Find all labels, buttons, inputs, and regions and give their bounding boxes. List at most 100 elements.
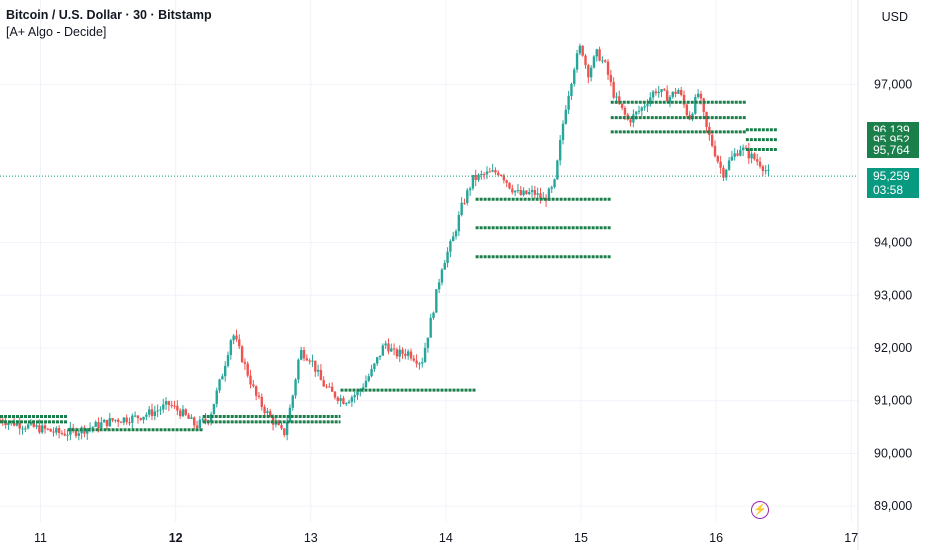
candle-body (429, 317, 432, 338)
y-tick-label: 97,000 (874, 77, 912, 91)
candle-body (77, 433, 81, 436)
candle-body (398, 349, 401, 357)
candle-body (497, 172, 500, 176)
candle-body (722, 167, 725, 178)
candle-body (18, 423, 21, 429)
candle-body (176, 405, 179, 411)
candle-body (680, 90, 683, 95)
candle-body (111, 418, 114, 421)
candle-body (373, 363, 376, 370)
candle-body (612, 81, 615, 98)
candle-body (494, 170, 497, 173)
candle-body (246, 363, 249, 376)
indicator-label[interactable]: [A+ Algo - Decide] (6, 25, 107, 39)
candle-body (696, 93, 700, 98)
candle-body (547, 188, 551, 201)
candle-body (105, 419, 109, 427)
candle-body (536, 193, 539, 195)
flash-icon[interactable]: ⚡ (751, 501, 769, 519)
candle-body (466, 190, 469, 203)
candle-body (10, 420, 13, 423)
candle-body (91, 426, 95, 428)
candle-body (629, 119, 632, 123)
candle-body (114, 419, 117, 421)
y-axis[interactable]: 89,000 90,000 91,000 92,000 93,000 94,000 97,0… (874, 77, 912, 513)
candle-body (558, 140, 562, 161)
candle-body (263, 406, 266, 414)
chart-title[interactable]: Bitcoin / U.S. Dollar · 30 · Bitstamp (6, 8, 212, 22)
candle-body (634, 111, 638, 115)
candle-body (758, 161, 762, 167)
candle-body (342, 398, 345, 404)
candle-body (516, 189, 520, 191)
candle-body (215, 390, 218, 404)
candle-body (474, 175, 477, 180)
candle-body (618, 96, 621, 104)
candle-body (266, 411, 269, 414)
candle-body (308, 360, 311, 362)
candle-body (311, 360, 314, 362)
x-tick-label: 11 (34, 531, 47, 545)
candle-body (761, 166, 765, 171)
candle-body (437, 282, 441, 290)
candle-body (468, 188, 472, 191)
candle-body (699, 93, 703, 99)
candle-body (601, 60, 604, 62)
candle-body (66, 434, 69, 436)
candle-body (345, 403, 348, 405)
candle-body (240, 346, 244, 363)
candle-body (201, 418, 204, 420)
candle-body (119, 421, 123, 423)
candle-body (364, 380, 368, 388)
candle-body (457, 215, 461, 232)
candle-body (730, 156, 734, 161)
candle-body (212, 403, 216, 415)
candle-body (223, 365, 227, 377)
candle-body (663, 89, 666, 91)
candle-body (319, 369, 323, 381)
candle-body (60, 433, 64, 435)
candle-body (302, 350, 306, 359)
candle-body (55, 428, 58, 433)
candle-body (32, 422, 35, 427)
candle-body (573, 69, 576, 84)
candle-body (528, 192, 531, 195)
candle-body (325, 386, 328, 388)
candle-body (305, 358, 309, 361)
candle-body (553, 179, 556, 188)
candle-body (508, 182, 511, 189)
candle-body (446, 251, 449, 263)
candle-body (485, 171, 489, 175)
candle-body (491, 170, 494, 172)
candle-body (392, 348, 396, 350)
candle-body (181, 409, 185, 417)
candle-body (159, 409, 162, 411)
candle-body (328, 386, 331, 388)
candle-body (330, 386, 334, 392)
candle-body (406, 351, 410, 356)
candle-body (294, 379, 297, 396)
candle-body (162, 404, 165, 410)
candle-body (145, 414, 148, 417)
candle-body (164, 401, 168, 405)
candle-body (694, 97, 697, 114)
candle-body (291, 395, 294, 408)
candle-body (300, 350, 303, 360)
candle-body (254, 386, 258, 396)
candle-body (221, 376, 224, 380)
x-axis[interactable]: 11 12 13 14 15 16 17 (34, 531, 858, 545)
candle-body (733, 153, 736, 157)
candle-body (359, 389, 362, 392)
candle-body (136, 415, 140, 419)
candle-body (285, 422, 289, 436)
candle-body (173, 405, 176, 407)
candle-body (418, 363, 421, 365)
candle-body (274, 422, 278, 425)
candle-body (209, 414, 213, 423)
currency-label[interactable]: USD (881, 10, 908, 24)
candle-body (513, 190, 517, 193)
candle-body (592, 56, 596, 68)
candle-body (646, 104, 649, 107)
candle-body (716, 156, 720, 162)
